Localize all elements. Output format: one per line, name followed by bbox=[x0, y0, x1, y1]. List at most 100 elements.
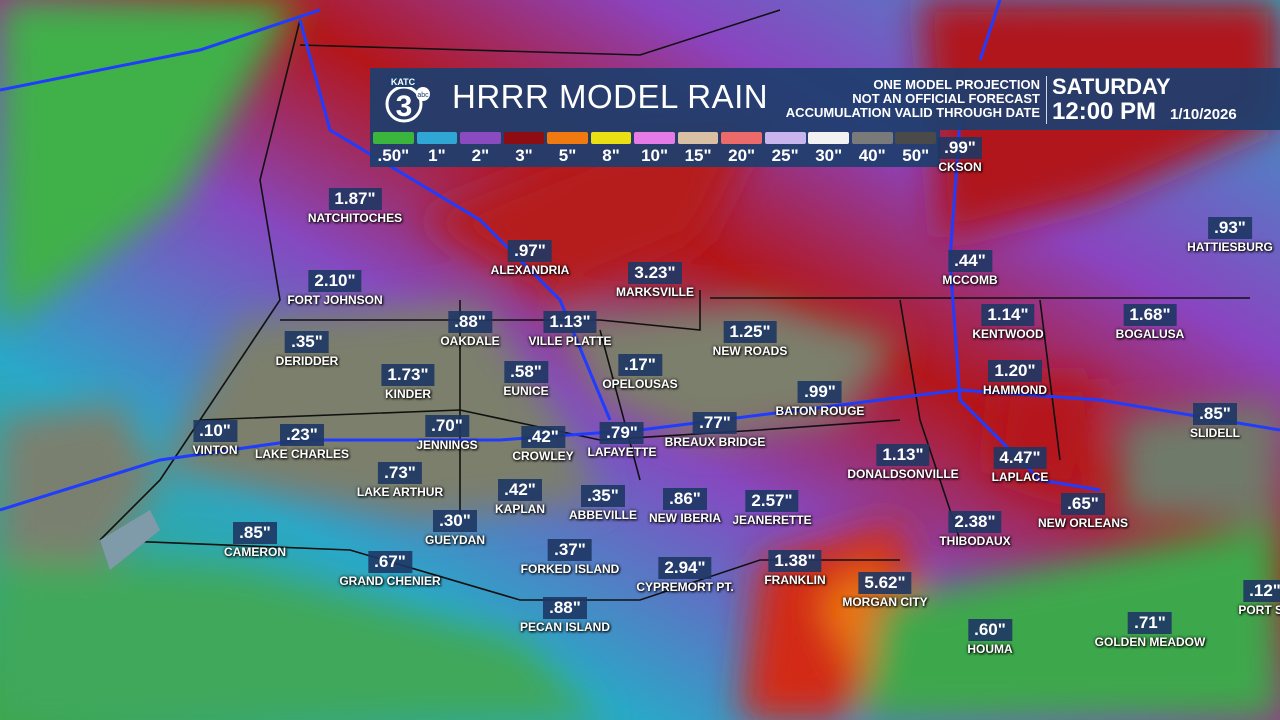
rain-total: 1.13" bbox=[543, 311, 597, 333]
valid-date: 1/10/2026 bbox=[1170, 106, 1237, 123]
city-label: 1.38" FRANKLIN bbox=[764, 550, 826, 587]
city-name: THIBODAUX bbox=[939, 534, 1011, 548]
city-name: NEW IBERIA bbox=[649, 511, 721, 525]
city-name: KENTWOOD bbox=[972, 327, 1044, 341]
city-name: LAKE CHARLES bbox=[254, 447, 350, 461]
city-label: 1.87" NATCHITOCHES bbox=[308, 188, 402, 225]
city-label: 1.73" KINDER bbox=[381, 364, 435, 401]
legend-swatch bbox=[808, 132, 850, 144]
rain-total: .99" bbox=[938, 137, 982, 159]
rain-total: 2.10" bbox=[308, 270, 362, 292]
city-label: .30" GUEYDAN bbox=[425, 510, 485, 547]
legend-item: 8" bbox=[590, 132, 633, 165]
legend-label: 20" bbox=[728, 146, 756, 165]
city-label: .77" BREAUX BRIDGE bbox=[664, 412, 766, 449]
city-name: FORKED ISLAND bbox=[520, 562, 620, 576]
city-label: .67" GRAND CHENIER bbox=[339, 551, 441, 588]
city-name: JEANERETTE bbox=[732, 513, 812, 527]
rain-total: 1.13" bbox=[876, 444, 930, 466]
city-label: .10" VINTON bbox=[192, 420, 238, 457]
city-label: .44" MCCOMB bbox=[942, 250, 998, 287]
legend-item: 2" bbox=[459, 132, 502, 165]
city-label: .35" DERIDDER bbox=[276, 331, 338, 368]
city-label: 1.25" NEW ROADS bbox=[713, 321, 787, 358]
city-name: PORT SU bbox=[1238, 603, 1280, 617]
city-label: .73" LAKE ARTHUR bbox=[357, 462, 443, 499]
rain-total: .79" bbox=[600, 422, 644, 444]
city-label: .65" NEW ORLEANS bbox=[1038, 493, 1128, 530]
city-name: JENNINGS bbox=[416, 438, 478, 452]
rain-total: .12" bbox=[1243, 580, 1280, 602]
city-label: .99" BATON ROUGE bbox=[775, 381, 865, 418]
rain-total: .93" bbox=[1208, 217, 1252, 239]
city-label: .12"PORT SU bbox=[1238, 580, 1280, 617]
valid-day: SATURDAY bbox=[1052, 74, 1171, 99]
rain-total: 1.87" bbox=[328, 188, 382, 210]
city-name: LAPLACE bbox=[991, 470, 1049, 484]
rain-total: .35" bbox=[580, 485, 625, 507]
legend-label: 15" bbox=[684, 146, 712, 165]
disclaimer-line: ONE MODEL PROJECTION bbox=[873, 77, 1040, 92]
rain-total: 5.62" bbox=[858, 572, 912, 594]
katc-logo-icon: 3 KATC abc bbox=[385, 76, 430, 123]
legend-swatch bbox=[721, 132, 762, 144]
city-name: VILLE PLATTE bbox=[528, 334, 612, 348]
legend-swatch bbox=[590, 132, 632, 144]
legend-label: 1" bbox=[428, 146, 446, 165]
legend-item: 25" bbox=[764, 132, 807, 165]
svg-text:abc: abc bbox=[417, 92, 429, 99]
city-name: MARKSVILLE bbox=[616, 285, 694, 299]
rain-total: .85" bbox=[233, 522, 277, 544]
rain-total: .99" bbox=[798, 381, 842, 403]
legend-label: 2" bbox=[471, 146, 490, 165]
city-label: 4.47" LAPLACE bbox=[991, 447, 1049, 484]
city-name: GOLDEN MEADOW bbox=[1094, 635, 1206, 649]
legend-swatch bbox=[547, 132, 588, 144]
rain-total: 1.73" bbox=[381, 364, 435, 386]
legend-item: 1" bbox=[416, 132, 459, 165]
city-name: GUEYDAN bbox=[424, 533, 486, 547]
rain-total: 2.57" bbox=[745, 490, 799, 512]
city-label: 2.94" CYPREMORT PT. bbox=[636, 557, 734, 594]
city-label: .70" JENNINGS bbox=[416, 415, 478, 452]
rain-total: .60" bbox=[967, 619, 1012, 641]
city-name: BATON ROUGE bbox=[775, 404, 865, 418]
city-label: .99" CKSON bbox=[938, 137, 982, 174]
rain-total: 1.14" bbox=[981, 304, 1035, 326]
legend-label: 8" bbox=[602, 146, 620, 165]
city-name: LAKE ARTHUR bbox=[356, 485, 444, 499]
legend-swatch bbox=[851, 132, 893, 144]
city-name: KINDER bbox=[384, 387, 431, 401]
rain-total: .67" bbox=[368, 551, 412, 573]
city-name: OAKDALE bbox=[440, 334, 500, 348]
city-label: .79" LAFAYETTE bbox=[588, 422, 656, 459]
disclaimer: ONE MODEL PROJECTION NOT AN OFFICIAL FOR… bbox=[786, 78, 1040, 120]
city-name: ALEXANDRIA bbox=[490, 263, 570, 277]
city-label: .17" OPELOUSAS bbox=[602, 354, 678, 391]
city-name: GRAND CHENIER bbox=[339, 574, 441, 588]
city-label: .37" FORKED ISLAND bbox=[520, 539, 620, 576]
city-name: OPELOUSAS bbox=[602, 377, 678, 391]
city-name: BREAUX BRIDGE bbox=[664, 435, 766, 449]
city-label: 2.57" JEANERETTE bbox=[732, 490, 812, 527]
city-label: .86" NEW IBERIA bbox=[649, 488, 721, 525]
legend-item: 15" bbox=[677, 132, 720, 165]
legend-item: .50" bbox=[372, 132, 415, 165]
legend-label: 5" bbox=[558, 146, 577, 165]
city-label: 5.62" MORGAN CITY bbox=[842, 572, 928, 609]
rain-total: 1.20" bbox=[988, 360, 1042, 382]
legend-label: 30" bbox=[815, 146, 843, 165]
city-label: 1.13" DONALDSONVILLE bbox=[847, 444, 959, 481]
city-name: HATTIESBURG bbox=[1187, 240, 1273, 254]
interstate-highways bbox=[0, 0, 1280, 512]
rain-total: .71" bbox=[1127, 612, 1172, 634]
city-name: CROWLEY bbox=[512, 449, 574, 463]
rain-total: .58" bbox=[504, 361, 548, 383]
rain-total: .42" bbox=[498, 479, 542, 501]
legend-item: 30" bbox=[807, 132, 850, 165]
city-name: NATCHITOCHES bbox=[307, 211, 403, 225]
city-label: .97" ALEXANDRIA bbox=[490, 240, 570, 277]
city-name: CKSON bbox=[938, 160, 982, 174]
rain-total: .42" bbox=[521, 426, 565, 448]
city-name: DONALDSONVILLE bbox=[847, 467, 959, 481]
